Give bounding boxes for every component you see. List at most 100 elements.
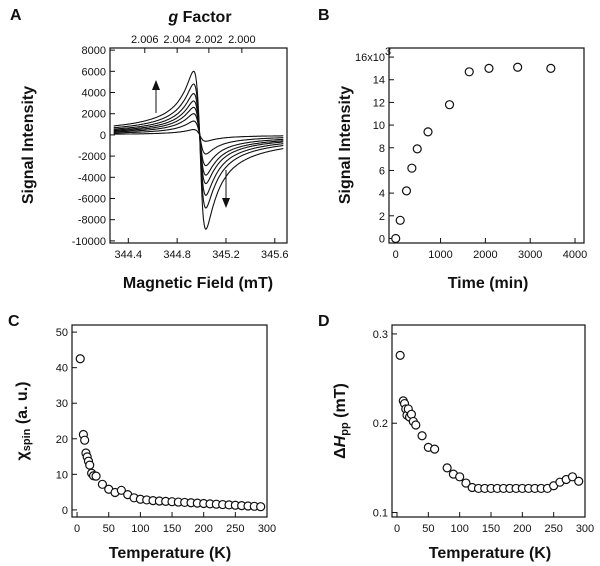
c-x-tick-label: 150 <box>163 523 181 535</box>
c-y-tick-label: 20 <box>56 434 68 446</box>
panel-d-x-axis-title: Temperature (K) <box>429 545 551 562</box>
a-top-tick-label: 2.006 <box>131 34 159 46</box>
panel-a-x-axis-title: Magnetic Field (mT) <box>123 275 273 292</box>
b-data-point <box>401 186 412 196</box>
c-x-tick-label: 100 <box>131 523 149 535</box>
a-y-tick-label: -8000 <box>78 215 106 227</box>
a-top-tick-label: 2.000 <box>228 34 256 46</box>
a-y-tick-label: 6000 <box>82 66 106 78</box>
c-data-point <box>97 479 107 489</box>
b-data-point <box>464 67 474 77</box>
d-x-tick-label: 100 <box>450 523 468 535</box>
b-y-tick-label: 0 <box>379 233 385 245</box>
panel-a-top-axis-title: g Factor <box>167 9 231 26</box>
d-x-tick-label: 0 <box>394 523 400 535</box>
d-y-tick-label: 0.3 <box>373 329 388 341</box>
a-y-tick-label: 4000 <box>82 88 106 100</box>
c-y-tick-label: 30 <box>56 398 68 410</box>
b-y-tick-label: 12 <box>373 97 385 109</box>
b-x-tick-label: 0 <box>393 249 399 261</box>
c-data-point <box>80 435 90 445</box>
a-y-tick-label: -2000 <box>78 151 106 163</box>
b-y-exponent: 3 <box>385 46 391 58</box>
decrease-arrowhead-icon <box>222 198 230 208</box>
a-y-tick-label: -4000 <box>78 172 106 184</box>
c-y-tick-label: 0 <box>62 505 68 517</box>
a-x-tick-label: 344.4 <box>115 249 143 261</box>
d-x-tick-label: 250 <box>544 523 562 535</box>
panel-a: A g Factor 344.4 344.8 345.2 345.6 -10000 -8… <box>10 7 289 292</box>
panel-b-x-axis-title: Time (min) <box>448 275 529 292</box>
c-data-point <box>256 502 266 512</box>
b-y-tick-label: 10 <box>373 120 385 132</box>
b-data-point <box>391 233 401 244</box>
b-data-point <box>423 127 433 137</box>
b-y-tick-label: 2 <box>379 211 385 223</box>
panel-a-y-axis-title: Signal Intensity <box>20 86 37 204</box>
d-data-point <box>455 472 465 482</box>
a-y-tick-label: -10000 <box>72 236 106 248</box>
c-data-point <box>75 354 85 364</box>
b-y-tick-label: 8 <box>379 143 385 155</box>
c-x-tick-label: 0 <box>74 523 80 535</box>
c-x-tick-label: 50 <box>103 523 115 535</box>
panel-c-label: C <box>8 313 20 330</box>
d-data-point <box>461 478 471 488</box>
d-data-point <box>395 350 405 360</box>
panel-d-y-axis-title: ΔHpp (mT) <box>332 383 351 459</box>
d-data-point <box>411 420 421 430</box>
b-data-point <box>395 215 405 225</box>
panel-c: C 0 50 100 150 200 250 300 0 10 20 30 40 50 Tempera… <box>8 313 276 562</box>
a-y-tick-label: -6000 <box>78 193 106 205</box>
b-data-point <box>444 100 455 110</box>
d-x-tick-label: 300 <box>576 523 594 535</box>
c-x-tick-label: 250 <box>226 523 244 535</box>
a-top-tick-label: 2.004 <box>163 34 191 46</box>
b-data-point <box>546 63 556 74</box>
panel-b-y-axis-title: Signal Intensity <box>337 86 354 204</box>
c-data-point <box>85 460 95 470</box>
b-data-point <box>484 63 494 74</box>
b-y-tick-label: 4 <box>379 188 385 200</box>
d-data-point <box>430 444 440 454</box>
a-spectrum-trace-8 <box>113 70 284 230</box>
panel-c-frame <box>71 324 268 518</box>
a-x-tick-label: 344.8 <box>163 249 191 261</box>
d-x-tick-label: 50 <box>422 523 434 535</box>
a-y-tick-label: 2000 <box>82 109 106 121</box>
d-data-point <box>417 431 427 441</box>
b-data-point <box>513 62 523 72</box>
panel-d: D 0 50 100 150 200 250 300 0.1 0.2 0.3 Temperatu… <box>318 313 594 562</box>
panel-c-x-axis-title: Temperature (K) <box>109 545 231 562</box>
a-spectrum-trace-1 <box>113 129 284 142</box>
panel-b-frame <box>388 47 585 244</box>
panel-d-frame <box>391 324 586 518</box>
a-x-tick-label: 345.6 <box>261 249 289 261</box>
d-data-point <box>567 472 578 482</box>
panel-b: B 0 1000 2000 3000 4000 0 2 4 6 8 10 12 14 16x10 3 Ti… <box>318 7 587 292</box>
d-x-tick-label: 200 <box>513 523 531 535</box>
panel-c-y-axis-title: χspin (a. u.) <box>14 382 33 461</box>
b-y-tick-label: 6 <box>379 165 385 177</box>
c-x-tick-label: 300 <box>258 523 276 535</box>
c-data-point <box>91 471 101 481</box>
b-y-tick-label: 16x10 <box>355 52 385 64</box>
d-y-tick-label: 0.1 <box>373 508 388 520</box>
b-x-tick-label: 3000 <box>518 249 542 261</box>
panel-d-label: D <box>318 313 330 330</box>
a-top-tick-label: 2.002 <box>195 34 223 46</box>
c-y-tick-label: 50 <box>56 327 68 339</box>
c-y-tick-label: 10 <box>56 469 68 481</box>
c-x-tick-label: 200 <box>195 523 213 535</box>
b-x-tick-label: 4000 <box>563 249 587 261</box>
a-y-tick-label: 8000 <box>82 45 106 57</box>
d-data-point <box>442 463 452 473</box>
increase-arrowhead-icon <box>152 80 160 90</box>
panel-a-label: A <box>10 7 22 24</box>
d-x-tick-label: 150 <box>482 523 500 535</box>
a-x-tick-label: 345.2 <box>212 249 240 261</box>
b-x-tick-label: 2000 <box>473 249 497 261</box>
b-data-point <box>407 163 417 173</box>
